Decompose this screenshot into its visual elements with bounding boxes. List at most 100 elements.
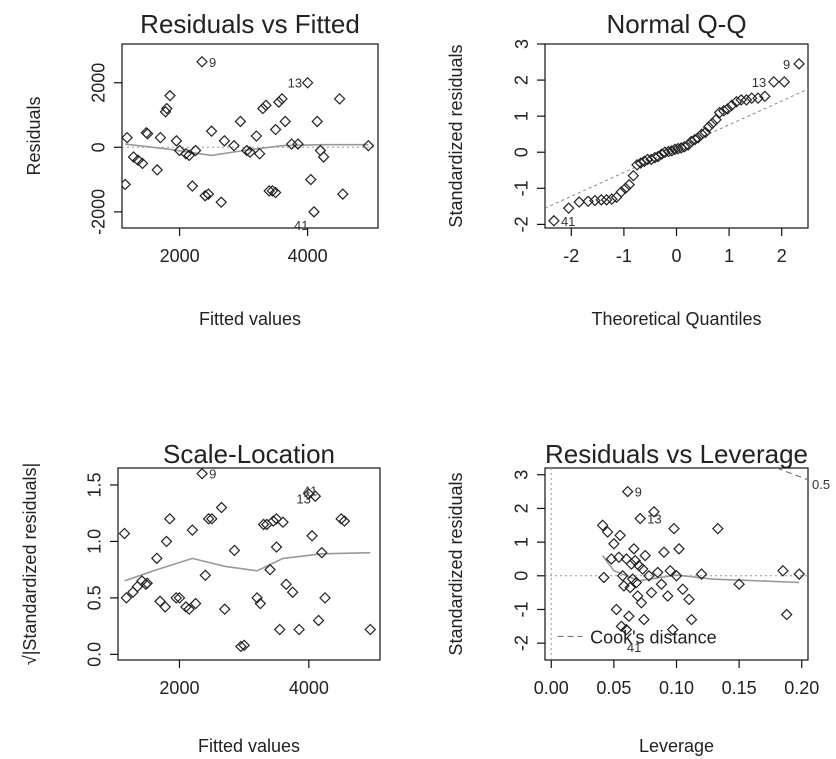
x-tick-label: 0.00 (534, 678, 569, 698)
data-point (202, 188, 215, 200)
y-tick-label: 2 (512, 503, 532, 513)
data-point (273, 623, 286, 636)
data-point (623, 178, 636, 191)
data-point (695, 128, 708, 141)
data-point (150, 552, 163, 565)
data-point (573, 196, 586, 208)
data-point (160, 102, 173, 115)
data-point (306, 529, 318, 542)
data-point (608, 537, 620, 550)
x-tick-label: 4000 (288, 246, 328, 266)
data-point (548, 214, 560, 227)
data-point (721, 103, 734, 115)
data-point (269, 186, 282, 199)
data-point (215, 501, 228, 514)
data-point (676, 583, 689, 596)
y-axis-title: Residuals (24, 96, 44, 175)
data-point (725, 99, 738, 112)
y-tick-label: 0 (89, 142, 109, 152)
data-point (199, 569, 212, 582)
data-point (286, 586, 299, 599)
data-point (309, 490, 322, 503)
data-point (308, 206, 320, 218)
data-point (215, 196, 228, 209)
data-point (270, 541, 283, 553)
data-point (582, 195, 594, 208)
x-axis-title: Leverage (639, 736, 714, 756)
data-point (205, 512, 218, 525)
data-point (362, 139, 375, 152)
data-point (793, 57, 805, 70)
data-point (159, 601, 172, 613)
y-tick-label: -2 (512, 635, 532, 651)
data-point (301, 76, 314, 89)
x-tick-label: 0.10 (659, 678, 694, 698)
data-point (335, 512, 348, 525)
data-point (280, 578, 293, 591)
y-tick-label: -2 (512, 216, 532, 232)
x-axis-title: Fitted values (198, 736, 300, 756)
data-point (666, 623, 679, 636)
data-point (639, 549, 652, 562)
panel-2: Normal Q-Q -2 -1 0 1 2 -2 -1 0 1 2 3 Theoretical Qua… (446, 9, 809, 329)
plot-area (545, 57, 808, 227)
x-tick-label: 0.20 (784, 678, 819, 698)
data-point (596, 519, 609, 532)
data-point (250, 130, 263, 142)
data-point (615, 186, 628, 198)
data-point (759, 90, 771, 103)
point-label: 0.5 (812, 477, 830, 492)
data-point (238, 639, 250, 652)
data-point (244, 146, 256, 158)
data-point (336, 188, 349, 200)
y-tick-label: 0 (512, 571, 532, 581)
smoother-line (124, 551, 371, 582)
y-tick-label: 0 (512, 147, 532, 157)
data-point (605, 193, 618, 205)
data-point (629, 554, 642, 567)
data-point (616, 569, 629, 582)
data-point (589, 194, 601, 207)
data-point (154, 595, 166, 608)
data-point (164, 89, 176, 102)
data-point (333, 93, 346, 105)
data-point (631, 590, 644, 602)
x-tick-label: 2000 (159, 678, 199, 698)
data-point (601, 526, 614, 538)
x-axis-title: Theoretical Quantiles (591, 309, 761, 329)
data-point (678, 140, 691, 153)
data-point (235, 640, 247, 653)
chart-title: Scale-Location (163, 439, 335, 469)
data-point (638, 613, 650, 626)
point-label: 13 (647, 512, 661, 527)
data-point (615, 620, 628, 633)
data-point (777, 564, 789, 577)
x-tick-label: 0.05 (596, 678, 631, 698)
y-axis-title: √|Standardized residuals| (20, 463, 40, 665)
data-point (600, 194, 613, 206)
y-tick-label: -1 (512, 601, 532, 617)
data-point (276, 93, 288, 105)
plot-frame (121, 43, 379, 229)
y-tick-label: 0.5 (85, 585, 105, 610)
data-point (270, 512, 283, 525)
chart-title: Residuals vs Leverage (545, 439, 808, 469)
data-point (767, 76, 780, 88)
y-tick-label: 2000 (89, 63, 109, 103)
data-point (312, 614, 325, 627)
data-point (173, 144, 186, 157)
plot-area (122, 55, 378, 218)
data-point (793, 568, 806, 580)
point-label: 9 (209, 467, 216, 482)
data-point (713, 106, 726, 119)
x-tick-label: 1 (724, 246, 734, 266)
data-point (562, 202, 575, 215)
x-tick-label: 4000 (289, 678, 329, 698)
panel-3: Scale-Location 2000 4000 0.0 0.5 1.0 1.5 Fitted… (20, 439, 381, 756)
data-point (260, 518, 273, 531)
data-point (302, 488, 315, 500)
data-point (621, 485, 634, 498)
data-point (186, 180, 199, 192)
data-point (665, 144, 678, 157)
data-point (630, 576, 643, 589)
